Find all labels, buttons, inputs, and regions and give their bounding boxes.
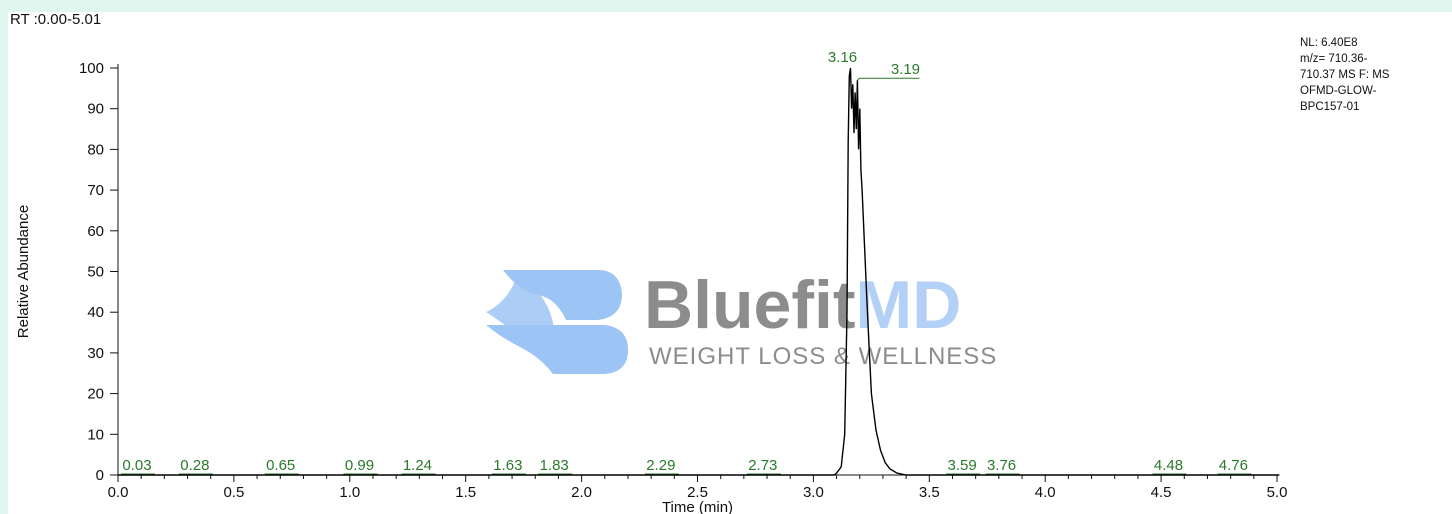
x-tick-label: 1.0	[339, 484, 360, 501]
peak-label: 4.76	[1219, 457, 1248, 474]
chromatogram-panel: BluefitMD WEIGHT LOSS & WELLNESS RT :0.0…	[8, 12, 1452, 514]
scan-info-line: OFMD-GLOW-	[1300, 85, 1377, 97]
scan-info: NL: 6.40E8 m/z= 710.36- 710.37 MS F: MS OFM…	[1300, 37, 1390, 113]
peak-label: 3.59	[948, 457, 977, 474]
y-axis-title: Relative Abundance	[15, 205, 32, 338]
peak-label: 0.28	[180, 457, 209, 474]
scan-info-line: BPC157-01	[1300, 101, 1359, 113]
x-tick-label: 1.5	[455, 484, 476, 501]
peak-label: 2.73	[748, 457, 777, 474]
peak-label: 0.03	[122, 457, 151, 474]
major-peak-label: 3.19	[891, 61, 920, 78]
major-peak-labels: 3.16 3.19	[828, 49, 920, 81]
y-tick-label: 30	[87, 345, 104, 362]
chromatogram-trace	[118, 67, 1280, 476]
scan-info-line: 710.37 MS F: MS	[1300, 69, 1390, 81]
peak-label: 0.99	[345, 457, 374, 474]
y-tick-label: 100	[79, 60, 104, 77]
y-tick-label: 90	[87, 101, 104, 118]
y-tick-label: 10	[87, 426, 104, 443]
minor-peak-labels: 0.03 0.28 0.65 0.99 1.24 1.63 1.83 2.29 2.73 3.59…	[120, 457, 1252, 475]
peak-label: 0.65	[266, 457, 295, 474]
x-tick-label: 4.0	[1035, 484, 1056, 501]
y-tick-label: 40	[87, 304, 104, 321]
x-axis-ticks: 0.0 0.5 1.0 1.5 2.0 2.5 3.0 3.5 4.0 4.5 5.0	[108, 475, 1288, 501]
x-tick-label: 5.0	[1267, 484, 1288, 501]
x-tick-label: 3.0	[803, 484, 824, 501]
bluefit-logo-icon	[486, 270, 628, 374]
x-axis-title: Time (min)	[662, 499, 733, 514]
major-peak-leader	[857, 77, 920, 81]
peak-label: 1.24	[403, 457, 432, 474]
y-axis-ticks: 0 10 20 30 40 50 60 70 80 90 100	[79, 60, 118, 484]
y-tick-label: 50	[87, 264, 104, 281]
x-tick-label: 2.0	[571, 484, 592, 501]
x-tick-label: 4.5	[1151, 484, 1172, 501]
x-tick-label: 0.0	[108, 484, 129, 501]
watermark-tagline: WEIGHT LOSS & WELLNESS	[649, 343, 997, 370]
y-tick-label: 60	[87, 223, 104, 240]
y-tick-label: 0	[96, 467, 104, 484]
x-tick-label: 2.5	[687, 484, 708, 501]
peak-label: 1.83	[540, 457, 569, 474]
peak-label: 1.63	[493, 457, 522, 474]
peak-label: 3.76	[987, 457, 1016, 474]
major-peak-label: 3.16	[828, 49, 857, 66]
scan-info-line: NL: 6.40E8	[1300, 37, 1358, 49]
watermark: BluefitMD WEIGHT LOSS & WELLNESS	[486, 267, 997, 374]
y-tick-label: 20	[87, 386, 104, 403]
watermark-brand-a: Bluefit	[644, 267, 856, 343]
watermark-brand: BluefitMD	[644, 267, 961, 343]
chromatogram-chart: BluefitMD WEIGHT LOSS & WELLNESS RT :0.0…	[10, 12, 1390, 514]
scan-info-line: m/z= 710.36-	[1300, 53, 1368, 65]
watermark-brand-b: MD	[856, 267, 962, 343]
x-tick-label: 3.5	[919, 484, 940, 501]
x-tick-label: 0.5	[223, 484, 244, 501]
rt-range-label: RT :0.00-5.01	[10, 12, 101, 28]
y-tick-label: 70	[87, 182, 104, 199]
peak-label: 2.29	[646, 457, 675, 474]
y-tick-label: 80	[87, 141, 104, 158]
peak-label: 4.48	[1154, 457, 1183, 474]
